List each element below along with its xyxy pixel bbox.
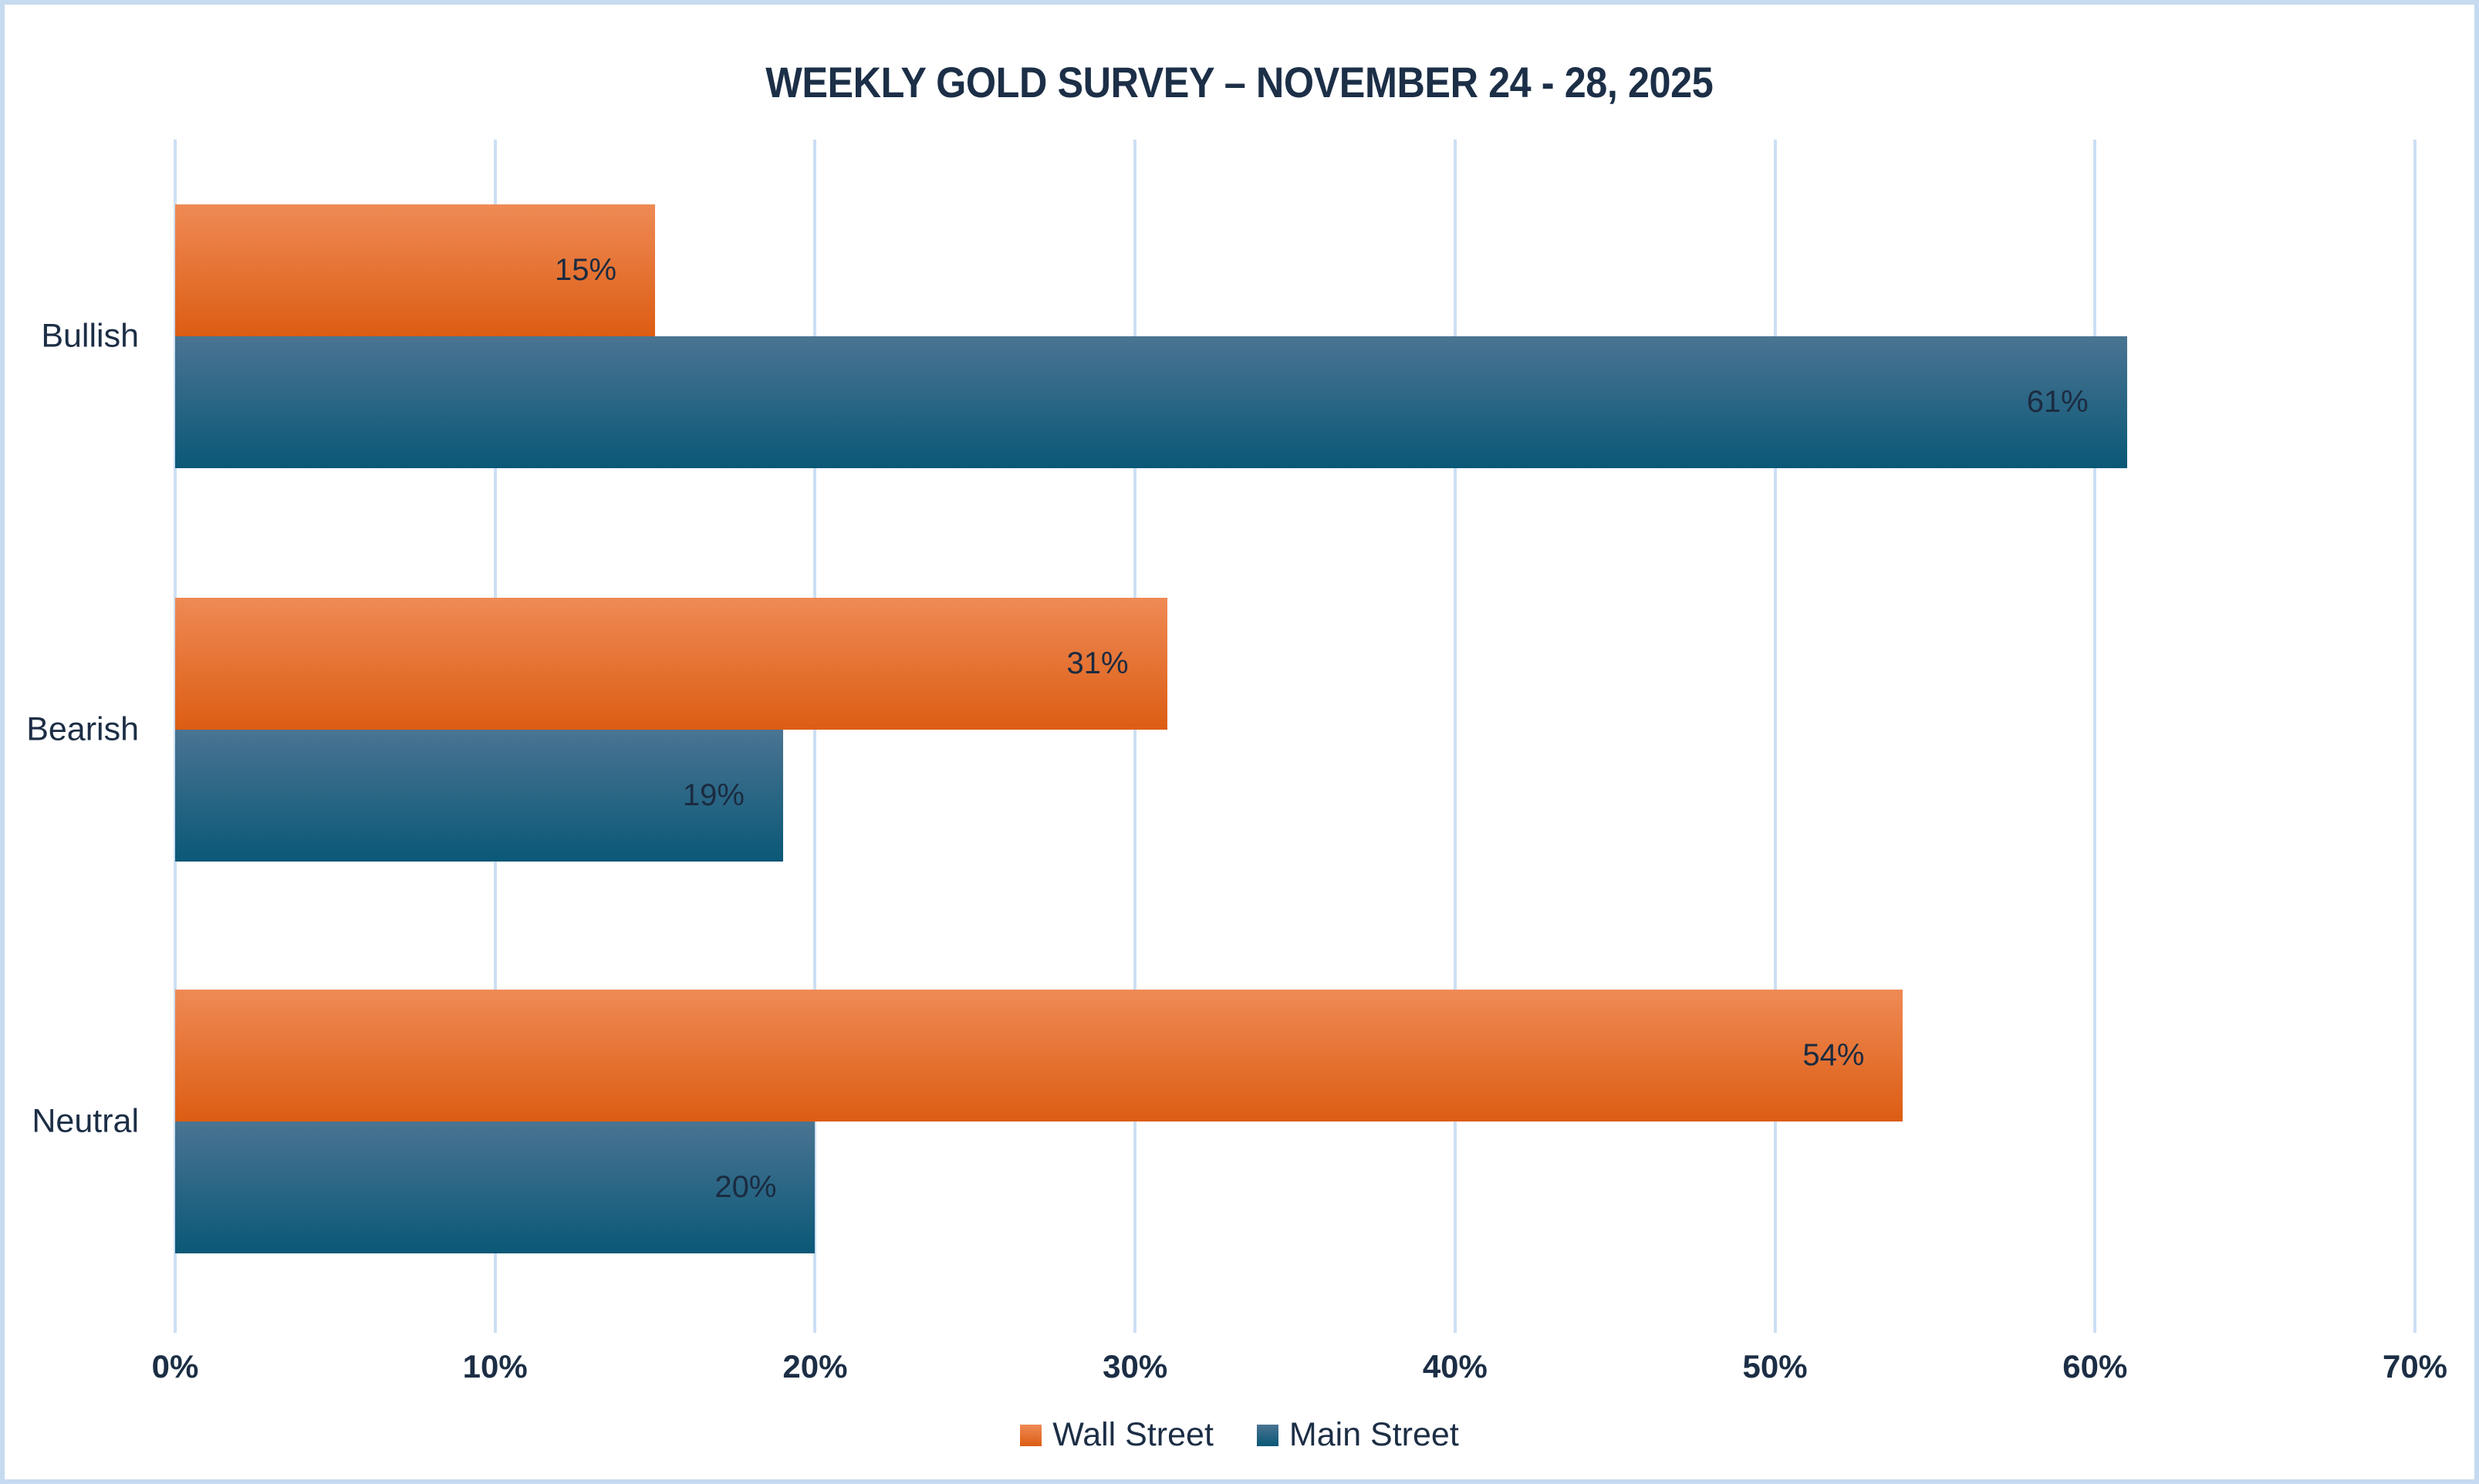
legend-swatch-wall-street bbox=[1020, 1424, 1042, 1446]
plot-area: 15% 61% 31% 19% 54% 20% bbox=[174, 140, 2417, 1333]
bar-wall-street-bearish: 31% bbox=[175, 598, 1167, 730]
legend-label-main-street: Main Street bbox=[1288, 1416, 1459, 1453]
gridline-40- bbox=[1453, 140, 1457, 1333]
bar-value-label-wall-street-bullish: 15% bbox=[555, 253, 617, 287]
category-label-bullish: Bullish bbox=[41, 317, 139, 355]
legend: Wall Street Main Street bbox=[5, 1416, 2474, 1454]
chart-title-text: WEEKLY GOLD SURVEY – NOVEMBER 24 - 28, 2… bbox=[765, 58, 1714, 106]
gridline-70- bbox=[2413, 140, 2417, 1333]
gridline-20- bbox=[813, 140, 817, 1333]
bar-value-label-main-street-neutral: 20% bbox=[714, 1170, 777, 1204]
gridline-30- bbox=[1133, 140, 1137, 1333]
gridline-50- bbox=[1773, 140, 1777, 1333]
bar-value-label-wall-street-neutral: 54% bbox=[1802, 1038, 1865, 1072]
x-tick-label-0-: 0% bbox=[151, 1348, 199, 1385]
x-tick-label-30-: 30% bbox=[1103, 1348, 1168, 1385]
legend-item-main-street: Main Street bbox=[1256, 1416, 1459, 1454]
legend-swatch-main-street bbox=[1256, 1424, 1278, 1446]
x-tick-label-40-: 40% bbox=[1422, 1348, 1488, 1385]
y-axis-category-labels: Bullish Bearish Neutral bbox=[5, 140, 151, 1333]
x-tick-label-70-: 70% bbox=[2382, 1348, 2448, 1385]
x-tick-label-50-: 50% bbox=[1742, 1348, 1808, 1385]
gridline-60- bbox=[2093, 140, 2097, 1333]
bar-main-street-bearish: 19% bbox=[175, 730, 783, 862]
bar-main-street-neutral: 20% bbox=[175, 1121, 816, 1253]
x-tick-label-10-: 10% bbox=[462, 1348, 528, 1385]
x-tick-label-20-: 20% bbox=[782, 1348, 848, 1385]
legend-item-wall-street: Wall Street bbox=[1020, 1416, 1214, 1454]
bar-wall-street-neutral: 54% bbox=[175, 990, 1903, 1121]
chart-title: WEEKLY GOLD SURVEY – NOVEMBER 24 - 28, 2… bbox=[5, 57, 2474, 107]
legend-label-wall-street: Wall Street bbox=[1052, 1416, 1214, 1453]
bar-main-street-bullish: 61% bbox=[175, 336, 2127, 468]
bar-value-label-main-street-bearish: 19% bbox=[682, 778, 745, 812]
category-label-neutral: Neutral bbox=[32, 1102, 139, 1140]
bar-wall-street-bullish: 15% bbox=[175, 204, 656, 336]
x-tick-label-60-: 60% bbox=[2062, 1348, 2128, 1385]
bar-value-label-wall-street-bearish: 31% bbox=[1066, 646, 1129, 680]
x-axis-tick-labels: 0% 10% 20% 30% 40% 50% 60% 70% bbox=[152, 1348, 2447, 1387]
category-label-bearish: Bearish bbox=[26, 710, 139, 748]
bar-value-label-main-street-bullish: 61% bbox=[2026, 385, 2089, 419]
